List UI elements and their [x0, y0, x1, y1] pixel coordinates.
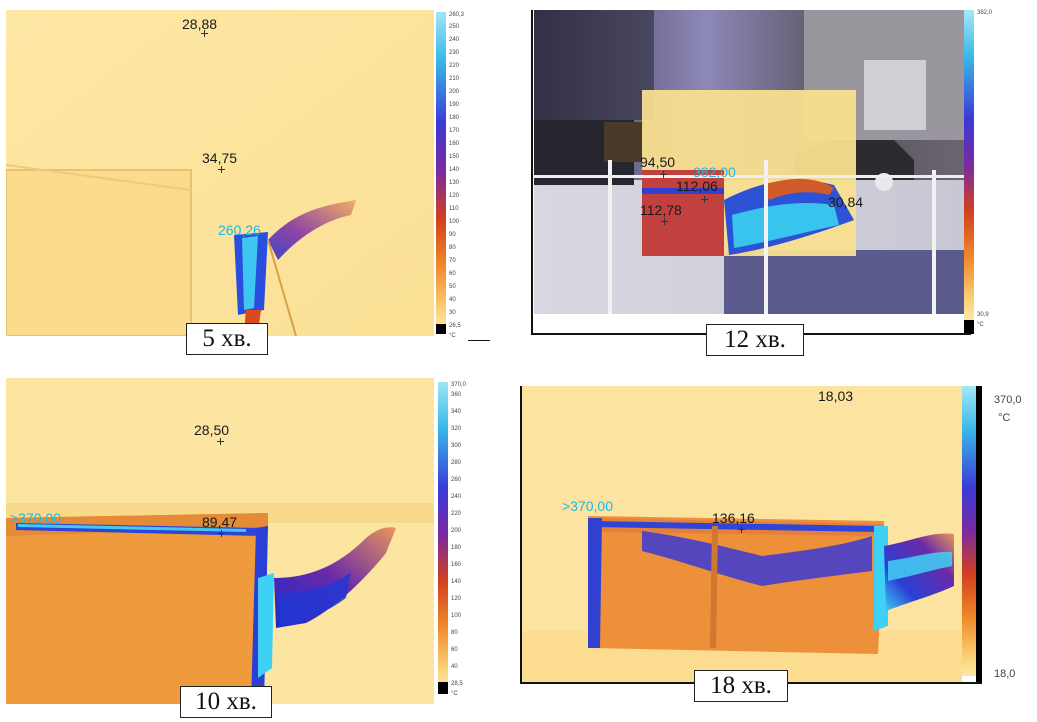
scale-tick: 70	[449, 258, 456, 264]
scale-tick: 210	[449, 76, 460, 82]
scale-tick: 160	[449, 141, 460, 147]
scale-tick: 240	[449, 37, 460, 43]
scale-tick: 180	[449, 115, 460, 121]
temp-point-label: 18,03	[818, 388, 854, 404]
scale-tick: 280	[451, 460, 462, 466]
scale-min-label: 26,5	[449, 323, 461, 329]
scale-tick: 110	[449, 206, 459, 212]
color-scale-bar	[436, 12, 446, 330]
scale-tick: 120	[451, 596, 462, 602]
temp-point-label: 112,78	[640, 202, 682, 218]
scale-tick: 240	[451, 494, 462, 500]
scale-min-label: 28,5	[451, 681, 463, 687]
scale-tick: 40	[449, 297, 456, 303]
thermal-image-5min	[6, 10, 434, 336]
temperature-scale: 370,0 °C 18,0	[962, 386, 1032, 686]
scale-tick: 190	[449, 102, 460, 108]
scale-tick: 300	[451, 443, 462, 449]
scale-tick: 260	[451, 477, 462, 483]
scale-unit-label: °C	[449, 333, 456, 339]
crosshair-marker	[738, 526, 745, 533]
color-scale-bar	[964, 10, 974, 320]
thermal-image-18min	[522, 386, 962, 682]
thermal-panel-5min: 28,88 34,75 260,26 260,3 250 240 230 220…	[6, 10, 496, 355]
scale-tick: 50	[449, 284, 456, 290]
scale-tick: 200	[451, 528, 462, 534]
crosshair-marker	[660, 171, 667, 178]
scale-tick: 220	[451, 511, 462, 517]
temp-point-label-max: 382,00	[693, 164, 736, 180]
scale-tick: 150	[449, 154, 460, 160]
thermal-panel-12min: 94,50 382,00 112,06 112,78 30,84 382,0 3…	[528, 6, 1036, 356]
crosshair-marker	[218, 530, 225, 537]
scale-axis-line	[468, 340, 490, 341]
scale-min-label: 18,0	[994, 668, 1016, 680]
scale-max-label: 370,0	[451, 382, 467, 388]
panel-caption: 5 хв.	[186, 323, 268, 355]
panel-caption: 10 хв.	[180, 686, 272, 718]
scale-tick: 30	[449, 310, 456, 316]
thermal-image-10min	[6, 378, 434, 704]
temperature-scale: 260,3 250 240 230 220 210 200 190 180 17…	[436, 12, 496, 342]
scale-tick: 130	[449, 180, 460, 186]
scale-tick: 100	[449, 219, 460, 225]
frame-left-line	[520, 386, 522, 684]
temp-point-label: 136,16	[712, 510, 755, 526]
scale-tick: 80	[449, 245, 456, 251]
crosshair-marker	[218, 166, 225, 173]
color-scale-bar	[962, 386, 976, 676]
scale-tick: 160	[451, 562, 462, 568]
temp-point-label: 30,84	[828, 194, 864, 210]
scale-tick: 90	[449, 232, 456, 238]
scale-unit-label: °C	[451, 691, 458, 697]
color-scale-bar	[438, 382, 448, 688]
temp-point-label: 94,50	[640, 154, 676, 170]
temp-point-label: 34,75	[202, 150, 238, 166]
panel-caption: 18 хв.	[694, 670, 788, 702]
scale-tick: 170	[449, 128, 460, 134]
temp-point-label-max: >370,00	[562, 498, 613, 514]
scale-tick: 140	[451, 579, 462, 585]
scale-tick: 320	[451, 426, 462, 432]
scale-tick: 120	[449, 193, 460, 199]
scale-tick: 230	[449, 50, 460, 56]
scale-tick: 200	[449, 89, 460, 95]
scale-tick: 40	[451, 664, 458, 670]
crosshair-marker	[217, 438, 224, 445]
crosshair-marker	[701, 196, 708, 203]
scale-max-label: 260,3	[449, 12, 465, 18]
temp-point-label-max: 260,26	[218, 222, 261, 238]
scale-unit-label: °C	[977, 322, 984, 328]
scale-tick: 140	[449, 167, 460, 173]
crosshair-marker	[201, 30, 208, 37]
temp-point-label: 89,47	[202, 514, 238, 530]
scale-tick: 60	[449, 271, 456, 277]
thermal-panel-10min: 28,50 >370,00 89,47 370,0 360 340 320 30…	[6, 378, 496, 722]
frame-left-line	[531, 10, 533, 334]
scale-tick: 180	[451, 545, 462, 551]
temp-point-label: 28,88	[182, 16, 218, 32]
panel-caption: 12 хв.	[706, 324, 804, 356]
temp-point-label: 28,50	[194, 422, 230, 438]
scale-max-label: 382,0	[977, 10, 993, 16]
thermal-image-12min	[534, 10, 966, 314]
scale-min-label: 30,9	[977, 312, 989, 318]
scale-max-label: 370,0	[994, 394, 1022, 406]
scale-tick: 60	[451, 647, 458, 653]
temp-point-label-max: >370,00	[10, 510, 61, 526]
scale-tick: 80	[451, 630, 458, 636]
scale-tick: 220	[449, 63, 460, 69]
temp-point-label: 112,06	[676, 178, 718, 194]
scale-tick: 250	[449, 24, 460, 30]
crosshair-marker	[661, 218, 668, 225]
scale-tick: 100	[451, 613, 462, 619]
scale-tick: 360	[451, 392, 462, 398]
temperature-scale: 370,0 360 340 320 300 280 260 240 220 20…	[438, 382, 496, 712]
temperature-scale: 382,0 30,9 °C	[964, 10, 1028, 340]
scale-tick: 340	[451, 409, 462, 415]
scale-unit-label: °C	[998, 412, 1011, 424]
thermal-panel-18min: 18,03 >370,00 136,16 370,0 °C 18,0 18 хв…	[516, 380, 1036, 722]
